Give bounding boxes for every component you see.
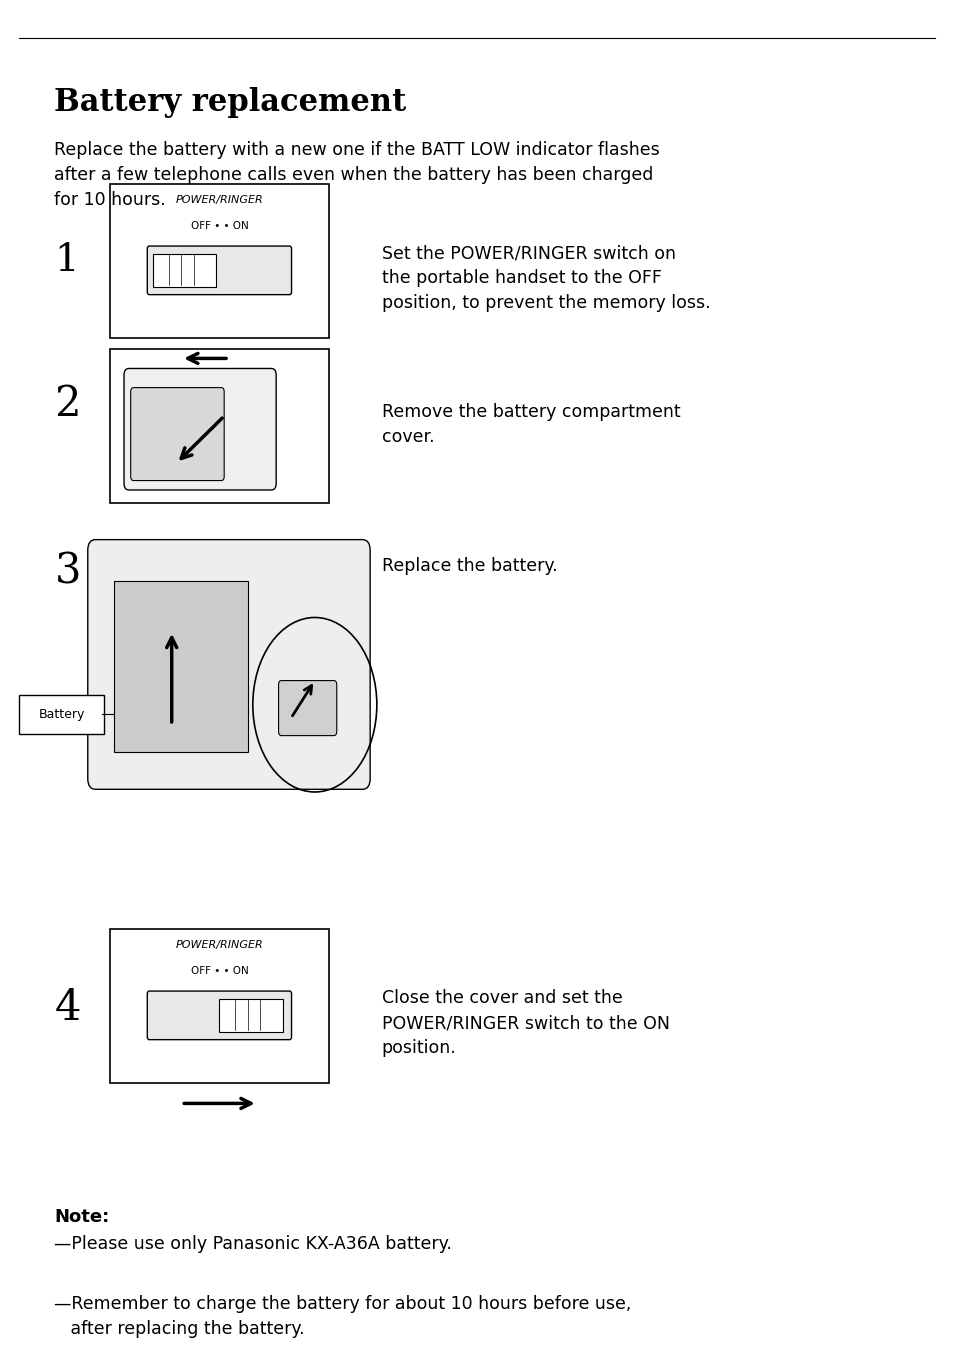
FancyBboxPatch shape (152, 254, 216, 286)
FancyBboxPatch shape (110, 183, 329, 339)
Text: —Remember to charge the battery for about 10 hours before use,
   after replacin: —Remember to charge the battery for abou… (54, 1295, 631, 1338)
FancyBboxPatch shape (19, 695, 104, 734)
Text: Replace the battery.: Replace the battery. (381, 557, 557, 575)
Text: OFF • • ON: OFF • • ON (191, 221, 248, 232)
Text: 1: 1 (54, 241, 79, 279)
FancyBboxPatch shape (219, 1000, 282, 1032)
FancyBboxPatch shape (147, 246, 292, 294)
Text: POWER/RINGER: POWER/RINGER (175, 194, 263, 205)
Text: Close the cover and set the
POWER/RINGER switch to the ON
position.: Close the cover and set the POWER/RINGER… (381, 989, 669, 1058)
Text: 2: 2 (54, 383, 81, 425)
Text: Set the POWER/RINGER switch on
the portable handset to the OFF
position, to prev: Set the POWER/RINGER switch on the porta… (381, 244, 709, 313)
Text: Battery: Battery (39, 708, 85, 722)
FancyBboxPatch shape (88, 540, 370, 789)
Text: Battery replacement: Battery replacement (54, 88, 406, 119)
FancyBboxPatch shape (131, 387, 224, 480)
FancyBboxPatch shape (124, 368, 276, 490)
Text: 3: 3 (54, 550, 81, 592)
Text: Remove the battery compartment
cover.: Remove the battery compartment cover. (381, 403, 679, 445)
FancyBboxPatch shape (110, 929, 329, 1083)
Text: POWER/RINGER: POWER/RINGER (175, 940, 263, 950)
FancyBboxPatch shape (110, 349, 329, 503)
Text: Replace the battery with a new one if the BATT LOW indicator flashes
after a few: Replace the battery with a new one if th… (54, 140, 659, 209)
Text: Note:: Note: (54, 1209, 110, 1226)
Text: —Please use only Panasonic KX-A36A battery.: —Please use only Panasonic KX-A36A batte… (54, 1234, 452, 1253)
FancyBboxPatch shape (278, 681, 336, 735)
Text: OFF • • ON: OFF • • ON (191, 966, 248, 977)
FancyBboxPatch shape (147, 992, 292, 1040)
FancyBboxPatch shape (114, 580, 248, 751)
Text: 4: 4 (54, 986, 81, 1029)
